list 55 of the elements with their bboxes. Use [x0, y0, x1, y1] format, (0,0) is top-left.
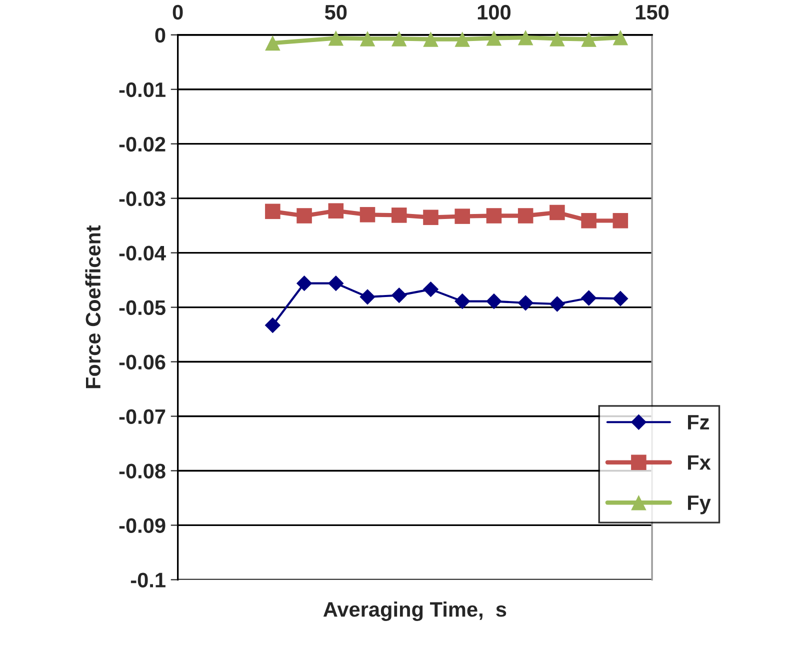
legend-label: Fz [688, 415, 710, 430]
point [391, 287, 407, 304]
y-tick-label: -0.01 [119, 82, 166, 98]
legend-label: Fy [688, 496, 711, 514]
y-tick-label: -0.08 [119, 464, 166, 478]
x-tick-label: 50 [324, 4, 347, 20]
point [391, 208, 407, 223]
y-tick-label: -0.05 [119, 300, 166, 316]
point [612, 213, 628, 228]
point [328, 203, 344, 218]
point [581, 213, 596, 228]
point [423, 210, 438, 226]
point [360, 207, 376, 222]
point [328, 30, 344, 46]
y-tick-label: 0 [155, 28, 166, 43]
y-tick-label: -0.06 [119, 354, 166, 370]
point [422, 281, 439, 298]
point [486, 293, 502, 310]
point [264, 317, 281, 334]
point [423, 32, 438, 47]
point [265, 204, 280, 220]
x-tick-label: 100 [478, 4, 510, 20]
point [391, 31, 407, 46]
point [454, 32, 470, 47]
point [612, 290, 628, 306]
point [454, 208, 470, 224]
y-tick-label: -0.09 [119, 518, 166, 533]
point [581, 32, 596, 47]
point [454, 293, 470, 310]
point [296, 275, 312, 292]
y-tick-label: -0.04 [119, 246, 166, 261]
legend-label: Fx [688, 455, 711, 470]
x-tick-label: 0 [172, 4, 183, 20]
y-tick-label: -0.03 [119, 191, 166, 206]
point [360, 31, 376, 46]
y-axis-title: Force Coefficent [85, 225, 101, 388]
x-tick-label: 150 [636, 4, 669, 20]
point [296, 208, 312, 224]
point [265, 35, 280, 51]
y-tick-label: -0.1 [130, 572, 166, 588]
point [518, 295, 534, 311]
y-tick-label: -0.07 [119, 409, 166, 424]
point [518, 30, 534, 46]
point [550, 204, 565, 220]
point [518, 208, 534, 224]
point [549, 296, 566, 312]
point [550, 31, 565, 46]
point [580, 290, 597, 306]
y-tick-label: -0.02 [119, 136, 166, 152]
x-axis-title: Averaging Time, s [323, 601, 506, 622]
point [486, 208, 502, 224]
point [328, 275, 344, 292]
point [360, 289, 376, 305]
point [486, 30, 502, 46]
point [612, 30, 628, 46]
